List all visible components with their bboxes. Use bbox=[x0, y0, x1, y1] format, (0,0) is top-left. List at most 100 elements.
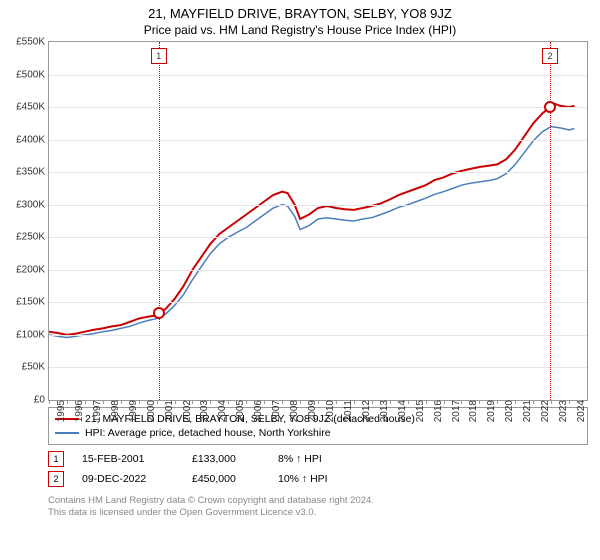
x-axis-label: 2020 bbox=[500, 400, 515, 422]
gridline bbox=[49, 237, 587, 238]
sales-table: 115-FEB-2001£133,0008% ↑ HPI209-DEC-2022… bbox=[48, 449, 588, 489]
x-axis-label: 2006 bbox=[249, 400, 264, 422]
x-axis-label: 2012 bbox=[357, 400, 372, 422]
sale-row: 1 15-FEB-2001 £133,000 8% ↑ HPI bbox=[48, 449, 588, 469]
x-tick bbox=[49, 400, 50, 404]
y-axis-label: £150K bbox=[16, 297, 49, 308]
x-tick bbox=[444, 400, 445, 404]
footer-line: Contains HM Land Registry data © Crown c… bbox=[48, 495, 588, 507]
legend-swatch bbox=[55, 432, 79, 434]
series-price_paid bbox=[49, 104, 574, 335]
x-axis-label: 2017 bbox=[447, 400, 462, 422]
x-axis-label: 1997 bbox=[88, 400, 103, 422]
x-axis-label: 2015 bbox=[411, 400, 426, 422]
y-axis-label: £350K bbox=[16, 167, 49, 178]
x-axis-label: 1995 bbox=[52, 400, 67, 422]
gridline bbox=[49, 335, 587, 336]
marker-badge: 2 bbox=[542, 48, 558, 64]
x-tick bbox=[515, 400, 516, 404]
x-axis-label: 2016 bbox=[429, 400, 444, 422]
sale-price: £133,000 bbox=[192, 453, 260, 465]
x-tick bbox=[426, 400, 427, 404]
gridline bbox=[49, 367, 587, 368]
marker-point bbox=[153, 307, 165, 319]
x-axis-label: 2019 bbox=[482, 400, 497, 422]
x-tick bbox=[67, 400, 68, 404]
sale-badge: 1 bbox=[48, 451, 64, 467]
y-axis-label: £400K bbox=[16, 134, 49, 145]
x-axis-label: 2000 bbox=[142, 400, 157, 422]
x-axis-label: 2023 bbox=[554, 400, 569, 422]
chart-title: 21, MAYFIELD DRIVE, BRAYTON, SELBY, YO8 … bbox=[0, 0, 600, 21]
x-tick bbox=[157, 400, 158, 404]
gridline bbox=[49, 140, 587, 141]
x-axis-label: 2021 bbox=[518, 400, 533, 422]
x-tick bbox=[551, 400, 552, 404]
x-axis-label: 2014 bbox=[393, 400, 408, 422]
x-axis-label: 2004 bbox=[213, 400, 228, 422]
gridline bbox=[49, 270, 587, 271]
x-tick bbox=[300, 400, 301, 404]
sale-delta: 10% ↑ HPI bbox=[278, 473, 328, 485]
y-axis-label: £300K bbox=[16, 199, 49, 210]
x-tick bbox=[479, 400, 480, 404]
marker-line bbox=[550, 42, 551, 400]
legend-item-hpi: HPI: Average price, detached house, Nort… bbox=[55, 426, 581, 440]
x-axis-label: 2005 bbox=[231, 400, 246, 422]
x-tick bbox=[103, 400, 104, 404]
x-tick bbox=[390, 400, 391, 404]
marker-point bbox=[544, 101, 556, 113]
gridline bbox=[49, 302, 587, 303]
y-axis-label: £250K bbox=[16, 232, 49, 243]
x-axis-label: 2024 bbox=[572, 400, 587, 422]
x-tick bbox=[175, 400, 176, 404]
x-axis-label: 1996 bbox=[70, 400, 85, 422]
x-tick bbox=[354, 400, 355, 404]
x-tick bbox=[85, 400, 86, 404]
x-tick bbox=[569, 400, 570, 404]
x-tick bbox=[139, 400, 140, 404]
x-tick bbox=[228, 400, 229, 404]
footer-line: This data is licensed under the Open Gov… bbox=[48, 507, 588, 519]
x-tick bbox=[264, 400, 265, 404]
x-tick bbox=[121, 400, 122, 404]
x-tick bbox=[408, 400, 409, 404]
y-axis-label: £500K bbox=[16, 69, 49, 80]
chart-plot-area: £0£50K£100K£150K£200K£250K£300K£350K£400… bbox=[48, 41, 588, 401]
x-tick bbox=[336, 400, 337, 404]
marker-line bbox=[159, 42, 160, 400]
chart-subtitle: Price paid vs. HM Land Registry's House … bbox=[0, 21, 600, 41]
y-axis-label: £450K bbox=[16, 102, 49, 113]
x-axis-label: 2022 bbox=[536, 400, 551, 422]
x-tick bbox=[246, 400, 247, 404]
x-tick bbox=[210, 400, 211, 404]
sale-date: 15-FEB-2001 bbox=[82, 453, 174, 465]
x-axis-label: 2007 bbox=[267, 400, 282, 422]
x-axis-label: 2018 bbox=[464, 400, 479, 422]
x-tick bbox=[318, 400, 319, 404]
x-axis-label: 1999 bbox=[124, 400, 139, 422]
x-axis-label: 2008 bbox=[285, 400, 300, 422]
sale-delta: 8% ↑ HPI bbox=[278, 453, 322, 465]
x-axis-label: 2011 bbox=[339, 400, 354, 422]
series-hpi bbox=[49, 127, 574, 338]
sale-row: 209-DEC-2022£450,00010% ↑ HPI bbox=[48, 469, 588, 489]
gridline bbox=[49, 205, 587, 206]
x-tick bbox=[533, 400, 534, 404]
x-tick bbox=[282, 400, 283, 404]
x-axis-label: 2001 bbox=[160, 400, 175, 422]
y-axis-label: £100K bbox=[16, 329, 49, 340]
x-tick bbox=[461, 400, 462, 404]
y-axis-label: £50K bbox=[22, 362, 49, 373]
gridline bbox=[49, 107, 587, 108]
footer-attribution: Contains HM Land Registry data © Crown c… bbox=[48, 495, 588, 520]
sale-date: 09-DEC-2022 bbox=[82, 473, 174, 485]
x-tick bbox=[372, 400, 373, 404]
x-tick bbox=[192, 400, 193, 404]
y-axis-label: £550K bbox=[16, 37, 49, 48]
gridline bbox=[49, 75, 587, 76]
x-axis-label: 1998 bbox=[106, 400, 121, 422]
gridline bbox=[49, 172, 587, 173]
y-axis-label: £200K bbox=[16, 264, 49, 275]
sale-price: £450,000 bbox=[192, 473, 260, 485]
